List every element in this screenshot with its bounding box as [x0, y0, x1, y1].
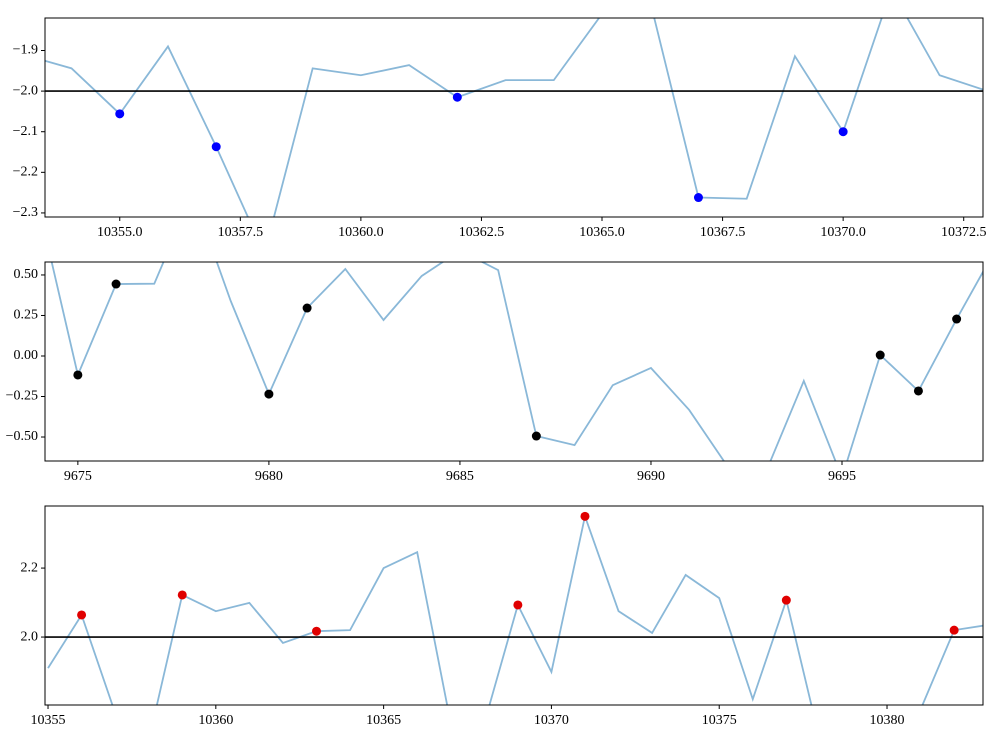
marker [452, 92, 462, 102]
y-tick-label: −0.50 [6, 429, 38, 444]
marker [913, 386, 923, 396]
y-tick-label: −2.3 [13, 205, 38, 220]
x-tick-label: 10360.0 [338, 225, 384, 240]
marker [838, 127, 848, 137]
x-tick-label: 10365.0 [579, 225, 625, 240]
x-tick-label: 10372.5 [941, 225, 987, 240]
marker [311, 626, 321, 636]
marker [580, 511, 590, 521]
marker [952, 314, 962, 324]
plot-area [45, 18, 983, 217]
y-tick-label: −2.1 [13, 124, 38, 139]
y-tick-label: −2.2 [13, 165, 38, 180]
axes-frame [44, 17, 984, 218]
y-tick-label: 2.0 [21, 629, 39, 644]
x-tick-label: 10367.5 [700, 225, 746, 240]
x-tick-label: 10357.5 [218, 225, 264, 240]
x-tick-label: 10365 [366, 713, 401, 728]
series-line [50, 262, 983, 461]
x-tick-label: 9690 [637, 469, 665, 484]
x-tick-label: 10370 [534, 713, 569, 728]
axes-frame [44, 261, 984, 462]
marker [302, 303, 312, 313]
marker [781, 595, 791, 605]
series-line [45, 18, 983, 217]
marker [177, 590, 187, 600]
marker [264, 389, 274, 399]
x-tick-label: 9675 [64, 469, 92, 484]
marker [73, 370, 83, 380]
plot-area [50, 262, 983, 461]
x-tick-label: 10370.0 [820, 225, 866, 240]
series-line [47, 513, 983, 705]
y-tick-label: −0.25 [6, 389, 38, 404]
marker [693, 193, 703, 203]
x-tick-label: 9695 [828, 469, 856, 484]
x-tick-label: 10362.5 [459, 225, 505, 240]
y-tick-label: −1.9 [13, 43, 38, 58]
x-tick-label: 10375 [702, 713, 737, 728]
marker [513, 600, 523, 610]
x-tick-label: 9680 [255, 469, 283, 484]
marker [531, 431, 541, 441]
y-tick-label: 0.00 [14, 348, 39, 363]
y-tick-label: 2.2 [21, 560, 39, 575]
marker [211, 142, 221, 152]
marker [115, 109, 125, 119]
x-tick-label: 10380 [870, 713, 905, 728]
y-tick-label: 0.25 [14, 308, 39, 323]
marker [111, 279, 121, 289]
marker [949, 625, 959, 635]
marker [875, 350, 885, 360]
plot-area [45, 511, 983, 705]
x-tick-label: 9685 [446, 469, 474, 484]
marker [77, 610, 87, 620]
y-tick-label: 0.50 [14, 267, 39, 282]
x-tick-label: 10360 [198, 713, 233, 728]
x-tick-label: 10355 [31, 713, 66, 728]
x-tick-label: 10355.0 [97, 225, 143, 240]
y-tick-label: −2.0 [13, 83, 38, 98]
axes-frame [44, 505, 984, 706]
